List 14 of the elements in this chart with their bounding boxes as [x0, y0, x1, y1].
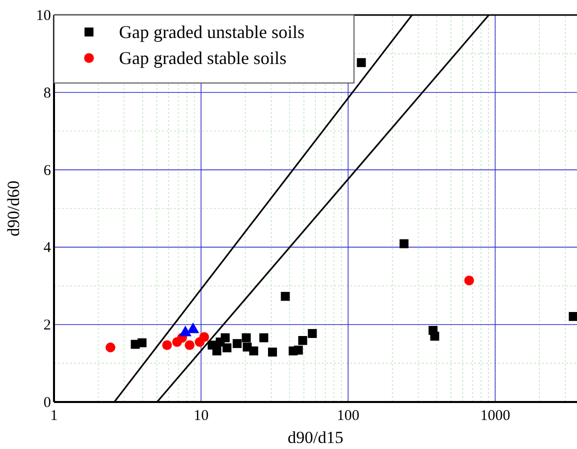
y-tick-label: 2	[44, 318, 51, 334]
y-tick-label: 10	[36, 8, 51, 24]
legend-label: Gap graded unstable soils	[119, 22, 304, 42]
legend-label: Gap graded stable soils	[119, 48, 286, 68]
y-tick-label: 8	[44, 85, 51, 102]
y-tick-label: 4	[44, 240, 52, 256]
y-tick-label: 6	[44, 162, 52, 179]
x-tick-label: 1000	[480, 408, 510, 424]
x-tick-label: 100	[336, 408, 360, 424]
y-axis-title: d90/d60	[4, 180, 23, 236]
x-axis-title: d90/d15	[288, 428, 344, 447]
x-tick-label: 10	[194, 408, 209, 424]
x-tick-label: 1	[50, 408, 58, 424]
y-tick-label: 0	[44, 395, 51, 411]
